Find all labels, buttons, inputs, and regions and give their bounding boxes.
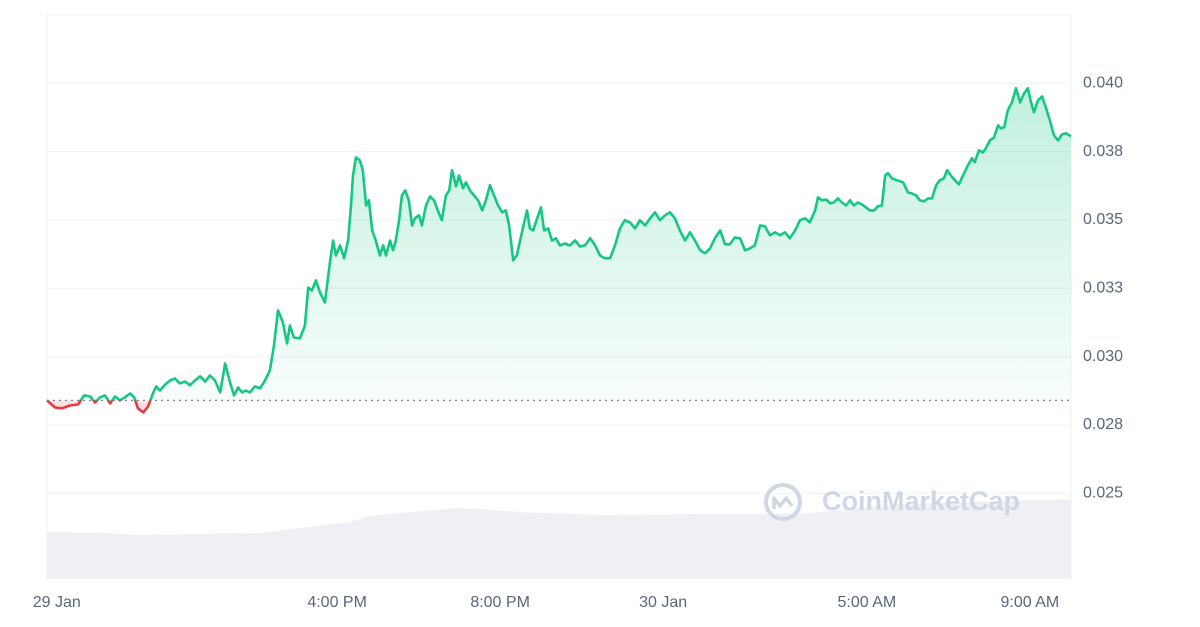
x-tick-label: 30 Jan	[639, 594, 687, 611]
x-tick-label: 8:00 PM	[470, 594, 530, 611]
watermark-logo	[764, 483, 802, 521]
watermark-text: CoinMarketCap	[822, 486, 1020, 516]
marks	[46, 86, 1072, 414]
y-tick-label: 0.040	[1083, 75, 1123, 92]
volume-area	[47, 499, 1071, 578]
watermark: CoinMarketCap	[764, 483, 1020, 521]
x-tick-label: 9:00 AM	[1000, 594, 1059, 611]
y-tick-label: 0.033	[1083, 280, 1123, 297]
y-tick-label: 0.035	[1083, 211, 1123, 228]
y-tick-label: 0.038	[1083, 143, 1123, 160]
x-tick-label: 5:00 AM	[838, 594, 897, 611]
price-line	[46, 86, 1072, 414]
y-tick-label: 0.025	[1083, 484, 1123, 501]
x-tick-label: 29 Jan	[33, 594, 81, 611]
y-tick-label: 0.028	[1083, 416, 1123, 433]
x-tick-label: 4:00 PM	[307, 594, 367, 611]
watermark-logo-mark	[772, 496, 794, 509]
y-tick-label: 0.030	[1083, 348, 1123, 365]
axis-labels: 0.025 0.028 0.030 0.033 0.035 0.038 0.040 29 Ja…	[33, 75, 1123, 612]
price-area	[47, 88, 1071, 413]
